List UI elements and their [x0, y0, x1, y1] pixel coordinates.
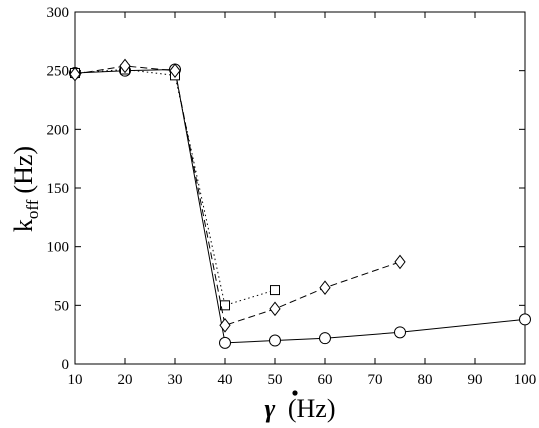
data-point-square — [220, 300, 230, 311]
series-line-diamond — [74, 65, 401, 326]
y-tick-label: 100 — [47, 240, 70, 256]
x-axis-symbol-dot — [292, 390, 298, 396]
series-circle — [69, 63, 531, 349]
x-tick-label: 10 — [68, 372, 83, 388]
data-point-circle — [519, 313, 531, 326]
x-tick-label: 100 — [514, 372, 537, 388]
plot-frame — [74, 11, 526, 365]
series-line-circle — [74, 68, 526, 344]
y-tick-label: 150 — [47, 181, 70, 197]
y-tick-label: 0 — [62, 357, 70, 373]
x-tick-label: 40 — [218, 372, 233, 388]
y-tick-label: 250 — [47, 64, 70, 80]
ticks: 10 20 30 40 50 60 70 80 90 100 0 50 100 150 200 250 300 — [47, 5, 537, 388]
data-point-diamond — [169, 63, 181, 78]
x-tick-label: 50 — [268, 372, 283, 388]
data-point-circle — [269, 334, 281, 347]
y-tick-label: 300 — [47, 5, 70, 21]
data-point-diamond — [69, 66, 81, 82]
y-tick-label: 200 — [47, 122, 70, 138]
data-point-diamond — [219, 317, 231, 333]
series-group — [69, 58, 531, 349]
y-axis-unit: (Hz) — [9, 146, 38, 194]
y-axis-title: koff (Hz) — [9, 146, 42, 232]
x-axis-symbol: γ — [265, 394, 276, 423]
data-point-circle — [219, 336, 231, 349]
x-tick-label: 60 — [318, 372, 333, 388]
data-point-diamond — [394, 254, 406, 270]
x-tick-label: 30 — [168, 372, 183, 388]
x-axis-unit: (Hz) — [288, 394, 336, 423]
y-axis-main: k — [9, 219, 38, 232]
x-tick-label: 20 — [118, 372, 133, 388]
y-axis-subscript: off — [23, 199, 42, 219]
data-point-diamond — [269, 301, 281, 317]
series-diamond — [69, 58, 406, 333]
series-line-square — [74, 68, 276, 306]
x-axis-title: γ (Hz) — [265, 394, 336, 423]
x-tick-label: 70 — [368, 372, 383, 388]
x-tick-label: 90 — [468, 372, 483, 388]
data-point-square — [270, 285, 280, 296]
data-point-circle — [394, 326, 406, 339]
data-point-circle — [319, 332, 331, 345]
data-point-diamond — [119, 58, 131, 74]
y-tick-label: 50 — [54, 298, 69, 314]
series-square — [70, 64, 280, 311]
data-point-diamond — [319, 280, 331, 296]
x-tick-label: 80 — [418, 372, 433, 388]
